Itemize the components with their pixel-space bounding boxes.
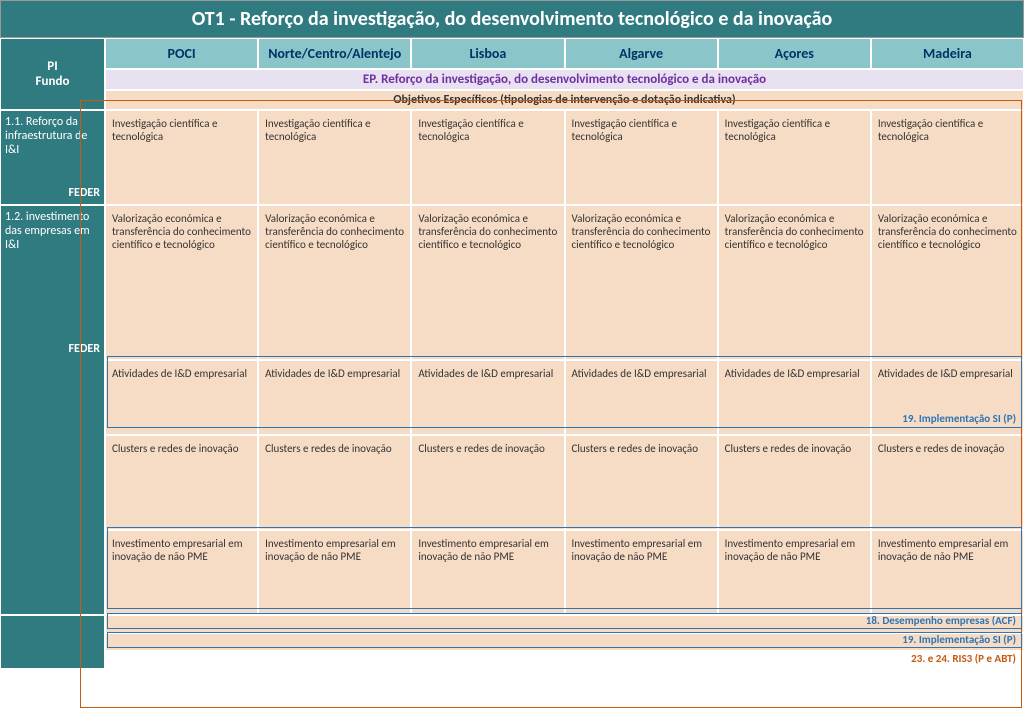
txt-r2-c5: Valorização económica e transferência do… — [878, 212, 1017, 251]
txt-r5-c2: Investimento empresarial em inovação de … — [418, 537, 557, 563]
cell-r5-c5: Investimento empresarial em inovação de … — [871, 530, 1024, 615]
cell-r4-c1: Clusters e redes de inovação — [258, 435, 411, 530]
left-header: PI Fundo — [0, 38, 105, 110]
col-poci: POCI — [105, 38, 258, 69]
txt-r3-c5: Atividades de I&D empresarial — [878, 367, 1017, 380]
txt-r2-c1: Valorização económica e transferência do… — [265, 212, 404, 251]
side-1-2-fund: FEDER — [5, 342, 100, 356]
note-18: 18. Desempenho empresas (ACF) — [866, 614, 1016, 627]
txt-r5-c4: Investimento empresarial em inovação de … — [725, 537, 864, 563]
cell-r1-c1: Investigação científica e tecnológica — [258, 110, 411, 205]
txt-r4-c0: Clusters e redes de inovação — [112, 442, 251, 455]
cell-r4-c5: Clusters e redes de inovação — [871, 435, 1024, 530]
txt-r4-c5: Clusters e redes de inovação — [878, 442, 1017, 455]
txt-r3-c0: Atividades de I&D empresarial — [112, 367, 251, 380]
col-madeira: Madeira — [871, 38, 1024, 69]
side-1-2: 1.2. investimento das empresas em I&I FE… — [0, 205, 105, 615]
note-19a: 19. Implementação SI (P) — [902, 412, 1016, 425]
left-header-line2: Fundo — [5, 74, 100, 89]
txt-r1-c5: Investigação científica e tecnológica — [878, 117, 1017, 143]
cell-r1-c3: Investigação científica e tecnológica — [565, 110, 718, 205]
cell-r3-c2: Atividades de I&D empresarial — [411, 360, 564, 435]
body-grid: 1.1. Reforço da infraestrutura de I&I FE… — [0, 110, 1024, 615]
orange-header-row: Objetivos Específicos (tipologias de int… — [105, 90, 1024, 110]
cell-r5-c4: Investimento empresarial em inovação de … — [718, 530, 871, 615]
header-grid: PI Fundo POCI Norte/Centro/Alentejo Lisb… — [0, 38, 1024, 110]
col-lisboa: Lisboa — [411, 38, 564, 69]
cell-r2-c0: Valorização económica e transferência do… — [105, 205, 258, 360]
cell-r1-c2: Investigação científica e tecnológica — [411, 110, 564, 205]
cell-r4-c2: Clusters e redes de inovação — [411, 435, 564, 530]
txt-r1-c0: Investigação científica e tecnológica — [112, 117, 251, 143]
txt-r4-c2: Clusters e redes de inovação — [418, 442, 557, 455]
txt-r1-c4: Investigação científica e tecnológica — [725, 117, 864, 143]
cell-r3-c0: Atividades de I&D empresarial — [105, 360, 258, 435]
side-1-1: 1.1. Reforço da infraestrutura de I&I FE… — [0, 110, 105, 205]
txt-r3-c3: Atividades de I&D empresarial — [572, 367, 711, 380]
side-1-1-fund: FEDER — [5, 186, 100, 200]
cell-r2-c5: Valorização económica e transferência do… — [871, 205, 1024, 360]
txt-r2-c2: Valorização económica e transferência do… — [418, 212, 557, 251]
cell-r3-c3: Atividades de I&D empresarial — [565, 360, 718, 435]
cell-r5-c0: Investimento empresarial em inovação de … — [105, 530, 258, 615]
cell-r2-c2: Valorização económica e transferência do… — [411, 205, 564, 360]
cell-r1-c0: Investigação científica e tecnológica — [105, 110, 258, 205]
txt-r4-c3: Clusters e redes de inovação — [572, 442, 711, 455]
txt-r2-c0: Valorização económica e transferência do… — [112, 212, 251, 251]
cell-r1-c4: Investigação científica e tecnológica — [718, 110, 871, 205]
cell-r2-c1: Valorização económica e transferência do… — [258, 205, 411, 360]
left-header-line1: PI — [5, 59, 100, 74]
txt-r5-c0: Investimento empresarial em inovação de … — [112, 537, 251, 563]
cell-r1-c5: Investigação científica e tecnológica — [871, 110, 1024, 205]
purple-row: EP. Reforço da investigação, do desenvol… — [105, 69, 1024, 90]
main-title: OT1 - Reforço da investigação, do desenv… — [0, 0, 1024, 38]
cell-r3-c1: Atividades de I&D empresarial — [258, 360, 411, 435]
note-19b: 19. Implementação SI (P) — [902, 633, 1016, 646]
txt-r3-c4: Atividades de I&D empresarial — [725, 367, 864, 380]
col-norte: Norte/Centro/Alentejo — [258, 38, 411, 69]
txt-r5-c3: Investimento empresarial em inovação de … — [572, 537, 711, 563]
cell-r4-c3: Clusters e redes de inovação — [565, 435, 718, 530]
cell-r5-c3: Investimento empresarial em inovação de … — [565, 530, 718, 615]
txt-r1-c3: Investigação científica e tecnológica — [572, 117, 711, 143]
cell-r5-c2: Investimento empresarial em inovação de … — [411, 530, 564, 615]
txt-r4-c1: Clusters e redes de inovação — [265, 442, 404, 455]
cell-r3-c4: Atividades de I&D empresarial — [718, 360, 871, 435]
txt-r1-c2: Investigação científica e tecnológica — [418, 117, 557, 143]
txt-r3-c1: Atividades de I&D empresarial — [265, 367, 404, 380]
txt-r2-c3: Valorização económica e transferência do… — [572, 212, 711, 251]
cell-r2-c3: Valorização económica e transferência do… — [565, 205, 718, 360]
col-acores: Açores — [718, 38, 871, 69]
cell-r4-c4: Clusters e redes de inovação — [718, 435, 871, 530]
cell-r5-c1: Investimento empresarial em inovação de … — [258, 530, 411, 615]
band-23 — [105, 651, 1024, 669]
cell-r4-c0: Clusters e redes de inovação — [105, 435, 258, 530]
txt-r4-c4: Clusters e redes de inovação — [725, 442, 864, 455]
txt-r1-c1: Investigação científica e tecnológica — [265, 117, 404, 143]
cell-r2-c4: Valorização económica e transferência do… — [718, 205, 871, 360]
txt-r5-c5: Investimento empresarial em inovação de … — [878, 537, 1017, 563]
txt-r2-c4: Valorização económica e transferência do… — [725, 212, 864, 251]
col-algarve: Algarve — [565, 38, 718, 69]
side-foot — [0, 615, 105, 669]
side-1-1-title: 1.1. Reforço da infraestrutura de I&I — [5, 115, 100, 157]
side-1-2-title: 1.2. investimento das empresas em I&I — [5, 210, 100, 252]
note-23: 23. e 24. RIS3 (P e ABT) — [911, 652, 1016, 665]
band-19b — [105, 633, 1024, 651]
txt-r3-c2: Atividades de I&D empresarial — [418, 367, 557, 380]
txt-r5-c1: Investimento empresarial em inovação de … — [265, 537, 404, 563]
